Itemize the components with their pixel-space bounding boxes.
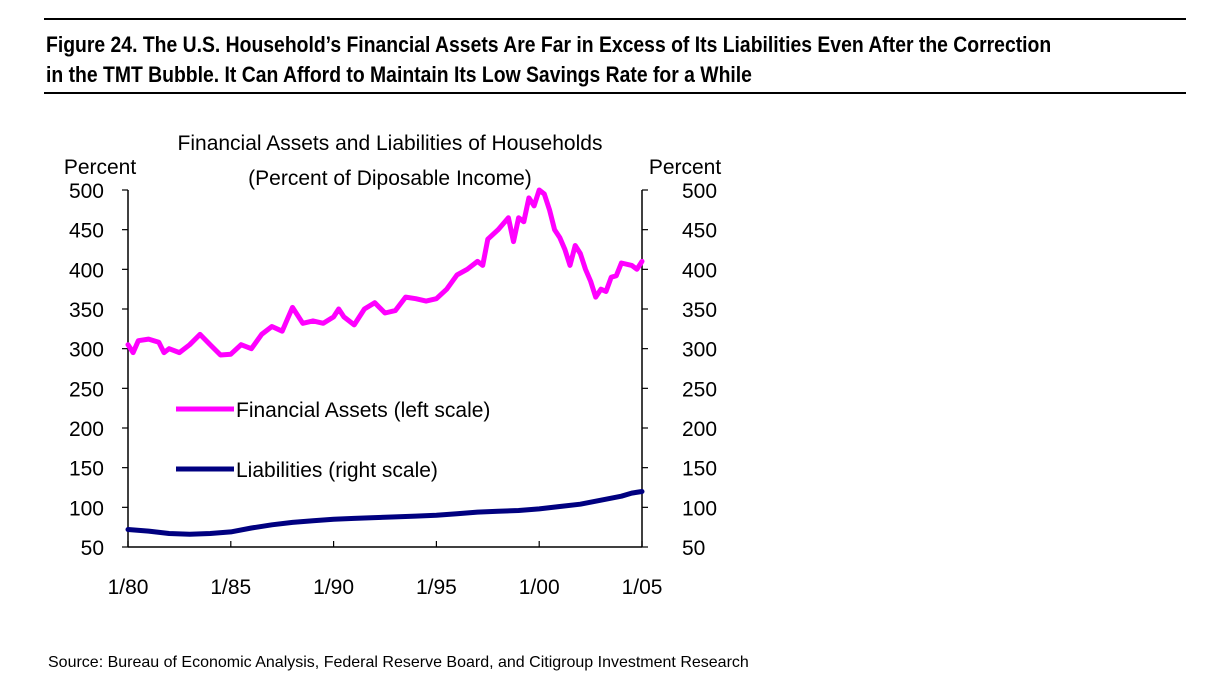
left-y-tick-label: 400 — [69, 259, 104, 282]
left-y-tick-label: 250 — [69, 378, 104, 401]
source-note: Source: Bureau of Economic Analysis, Fed… — [48, 654, 749, 671]
chart-series — [125, 187, 645, 537]
legend-label-liabilities: Liabilities (right scale) — [236, 459, 438, 482]
figure-title: Figure 24. The U.S. Household’s Financia… — [46, 30, 1058, 90]
chart-subtitle: (Percent of Diposable Income) — [248, 167, 532, 190]
left-y-tick-label: 500 — [69, 180, 104, 203]
right-y-tick-label: 150 — [682, 458, 717, 481]
x-tick-label: 1/95 — [416, 576, 457, 599]
left-y-tick-label: 300 — [69, 339, 104, 362]
top-rule — [44, 18, 1186, 20]
right-y-tick-label: 400 — [682, 259, 717, 282]
x-tick-label: 1/90 — [313, 576, 354, 599]
left-y-tick-label: 200 — [69, 418, 104, 441]
chart-legend: Financial Assets (left scale) Liabilities… — [176, 399, 490, 482]
right-y-tick-label: 500 — [682, 180, 717, 203]
x-tick-label: 1/00 — [519, 576, 560, 599]
right-y-tick-label: 100 — [682, 497, 717, 520]
title-underline-rule — [44, 92, 1186, 94]
x-tick-label: 1/05 — [622, 576, 663, 599]
left-axis-label: Percent — [64, 156, 137, 179]
right-y-tick-label: 50 — [682, 537, 705, 560]
chart-title: Financial Assets and Liabilities of Hous… — [178, 132, 603, 155]
x-tick-label: 1/85 — [210, 576, 251, 599]
figure-title-line-2: in the TMT Bubble. It Can Afford to Main… — [46, 62, 752, 87]
right-y-tick-label: 250 — [682, 378, 717, 401]
legend-label-financial-assets: Financial Assets (left scale) — [236, 399, 490, 422]
liabilities-line — [125, 489, 645, 537]
financial-assets-line — [125, 187, 645, 358]
right-axis-label: Percent — [649, 156, 722, 179]
left-y-tick-label: 150 — [69, 458, 104, 481]
left-y-tick-label: 50 — [81, 537, 104, 560]
figure-title-line-1: Figure 24. The U.S. Household’s Financia… — [46, 32, 1052, 57]
chart-axes: 500 500 450 450 400 400 350 350 300 300 250 250 200 2… — [69, 180, 717, 599]
right-y-tick-label: 300 — [682, 339, 717, 362]
x-tick-label: 1/80 — [108, 576, 149, 599]
left-y-tick-label: 350 — [69, 299, 104, 322]
left-y-tick-label: 450 — [69, 220, 104, 243]
right-y-tick-label: 450 — [682, 220, 717, 243]
right-y-tick-label: 350 — [682, 299, 717, 322]
right-y-tick-label: 200 — [682, 418, 717, 441]
left-y-tick-label: 100 — [69, 497, 104, 520]
